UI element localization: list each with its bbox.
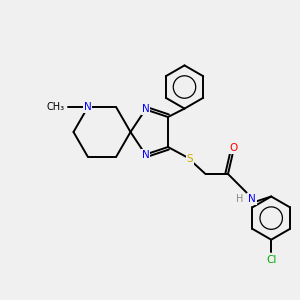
Text: O: O bbox=[230, 143, 238, 153]
Text: N: N bbox=[142, 149, 149, 160]
Text: CH₃: CH₃ bbox=[46, 102, 65, 112]
Text: S: S bbox=[187, 154, 193, 164]
Text: Cl: Cl bbox=[266, 255, 276, 265]
Text: N: N bbox=[84, 102, 92, 112]
Text: N: N bbox=[248, 194, 256, 204]
Text: H: H bbox=[236, 194, 244, 204]
Text: N: N bbox=[142, 104, 149, 115]
